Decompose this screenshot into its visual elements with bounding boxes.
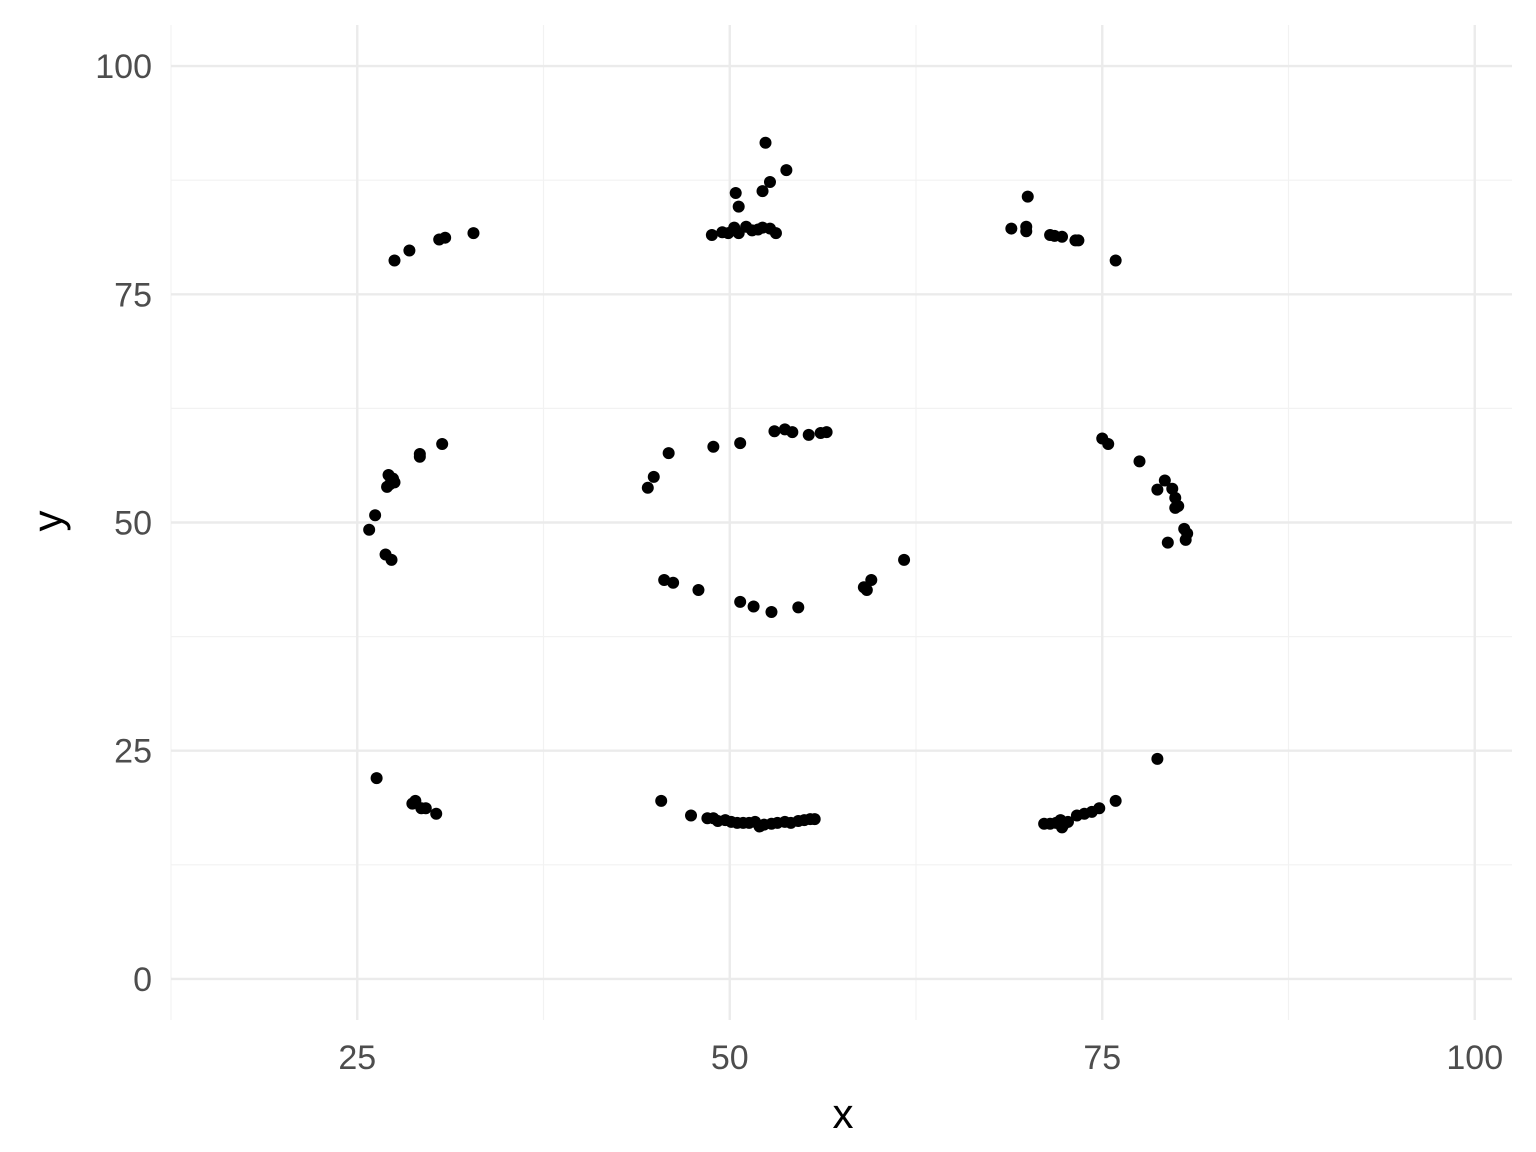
data-point: [756, 185, 769, 198]
data-point: [467, 227, 480, 240]
data-point: [403, 244, 416, 257]
data-point: [1056, 821, 1069, 834]
data-point: [765, 605, 778, 618]
data-point: [413, 448, 426, 461]
data-point: [436, 437, 449, 450]
data-point: [792, 601, 805, 614]
data-point: [763, 176, 776, 189]
data-point: [1093, 802, 1106, 815]
y-tick-label: 100: [95, 48, 152, 86]
data-point: [705, 228, 718, 241]
y-axis-title: y: [24, 511, 71, 532]
y-tick-label: 50: [114, 505, 152, 543]
data-point: [419, 802, 432, 815]
data-point: [1158, 474, 1171, 487]
x-tick-label: 25: [338, 1039, 376, 1077]
x-tick-label: 75: [1083, 1039, 1121, 1077]
data-point: [1109, 794, 1122, 807]
y-tick-label: 25: [114, 733, 152, 771]
x-axis-tick-labels: 25 50 75 100: [338, 1039, 1503, 1077]
data-point: [1102, 437, 1115, 450]
data-point: [647, 470, 660, 483]
data-point: [655, 794, 668, 807]
x-tick-label: 100: [1446, 1039, 1503, 1077]
major-gridlines: [171, 25, 1512, 1020]
data-point: [388, 476, 401, 489]
data-point: [363, 523, 376, 536]
data-point: [1151, 752, 1164, 765]
data-point: [769, 227, 782, 240]
data-point: [430, 807, 443, 820]
y-tick-label: 0: [133, 961, 152, 999]
data-point: [1072, 234, 1085, 247]
x-tick-label: 50: [711, 1039, 749, 1077]
data-point: [802, 428, 815, 441]
data-point: [662, 447, 675, 460]
data-point: [865, 574, 878, 587]
data-point: [1166, 482, 1179, 495]
data-point: [385, 553, 398, 566]
data-points: [363, 136, 1194, 834]
data-point: [388, 254, 401, 267]
data-point: [692, 584, 705, 597]
data-point: [898, 553, 911, 566]
data-point: [641, 481, 654, 494]
data-point: [808, 813, 821, 826]
data-point: [820, 426, 833, 439]
data-point: [369, 509, 382, 522]
data-point: [1021, 190, 1034, 203]
y-axis-tick-labels: 0 25 50 75 100: [95, 48, 152, 999]
data-point: [747, 600, 760, 613]
data-point: [734, 437, 747, 450]
data-point: [1109, 254, 1122, 267]
data-point: [786, 426, 799, 439]
x-axis-title: x: [833, 1090, 854, 1137]
data-point: [732, 200, 745, 213]
data-point: [1133, 455, 1146, 468]
data-point: [1020, 225, 1033, 238]
y-tick-label: 75: [114, 276, 152, 314]
data-point: [1179, 533, 1192, 546]
data-point: [1161, 536, 1174, 549]
data-point: [734, 595, 747, 608]
data-point: [707, 440, 720, 453]
data-point: [780, 164, 793, 177]
data-point: [370, 772, 383, 785]
data-point: [729, 186, 742, 199]
data-point: [667, 576, 680, 589]
data-point: [1169, 501, 1182, 514]
data-point: [768, 425, 781, 438]
data-point: [860, 584, 873, 597]
data-point: [759, 136, 772, 149]
data-point: [1005, 222, 1018, 235]
data-point: [685, 809, 698, 822]
data-point: [439, 231, 452, 244]
data-point: [1151, 483, 1164, 496]
data-point: [1056, 230, 1069, 243]
